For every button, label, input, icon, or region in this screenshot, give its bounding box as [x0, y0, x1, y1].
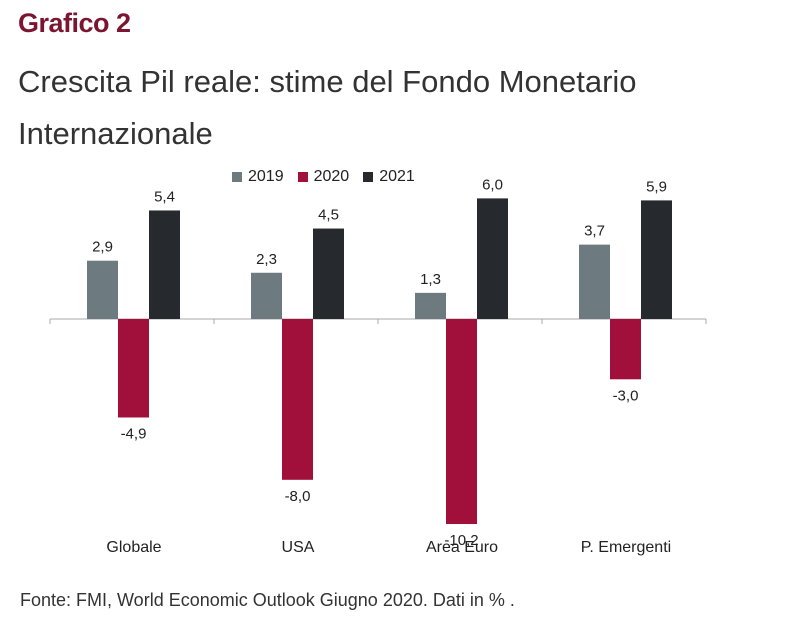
bar-2019-p-emergenti	[579, 244, 610, 319]
data-label: 2,9	[92, 239, 113, 256]
data-label: -4,9	[121, 425, 147, 442]
bar-2020-p-emergenti	[610, 319, 641, 380]
bar-2021-usa	[313, 228, 344, 319]
data-label: 2,3	[256, 251, 277, 268]
category-label: Globale	[106, 539, 161, 556]
data-label: -8,0	[285, 488, 311, 505]
legend-item-2020: 2020	[297, 168, 350, 186]
bar-2021-globale	[149, 210, 180, 319]
bar-2020-globale	[118, 319, 149, 418]
category-label: Area Euro	[426, 539, 498, 556]
data-label: 5,9	[646, 178, 667, 195]
legend-label-2019: 2019	[248, 168, 284, 185]
bar-2020-usa	[282, 319, 313, 480]
legend-label-2021: 2021	[379, 168, 415, 185]
bar-2019-usa	[251, 272, 282, 319]
bar-2021-area-euro	[477, 198, 508, 319]
chart-title: Crescita Pil reale: stime del Fondo Mone…	[18, 64, 637, 151]
data-label: 5,4	[154, 188, 175, 205]
data-label: 6,0	[482, 176, 503, 193]
bar-2020-area-euro	[446, 319, 477, 525]
data-label: -10,2	[444, 532, 478, 549]
data-label: 4,5	[318, 207, 339, 224]
data-label: -3,0	[613, 387, 639, 404]
data-label: 3,7	[584, 223, 605, 240]
legend-item-2019: 2019	[232, 168, 284, 186]
legend-swatch-2020	[297, 172, 308, 182]
source-note: Fonte: FMI, World Economic Outlook Giugn…	[20, 590, 515, 610]
bar-2019-area-euro	[415, 292, 446, 319]
category-label: P. Emergenti	[581, 539, 671, 556]
legend-swatch-2019	[232, 172, 242, 182]
legend-swatch-2021	[363, 172, 374, 182]
category-label: USA	[282, 539, 315, 556]
chart-number-label: Grafico 2	[18, 8, 131, 38]
legend: 2019 2020 2021	[232, 168, 429, 186]
legend-label-2020: 2020	[313, 168, 350, 185]
bar-2021-p-emergenti	[641, 200, 672, 319]
bar-2019-globale	[87, 260, 118, 319]
legend-item-2021: 2021	[363, 168, 415, 186]
data-label: 1,3	[420, 271, 441, 288]
